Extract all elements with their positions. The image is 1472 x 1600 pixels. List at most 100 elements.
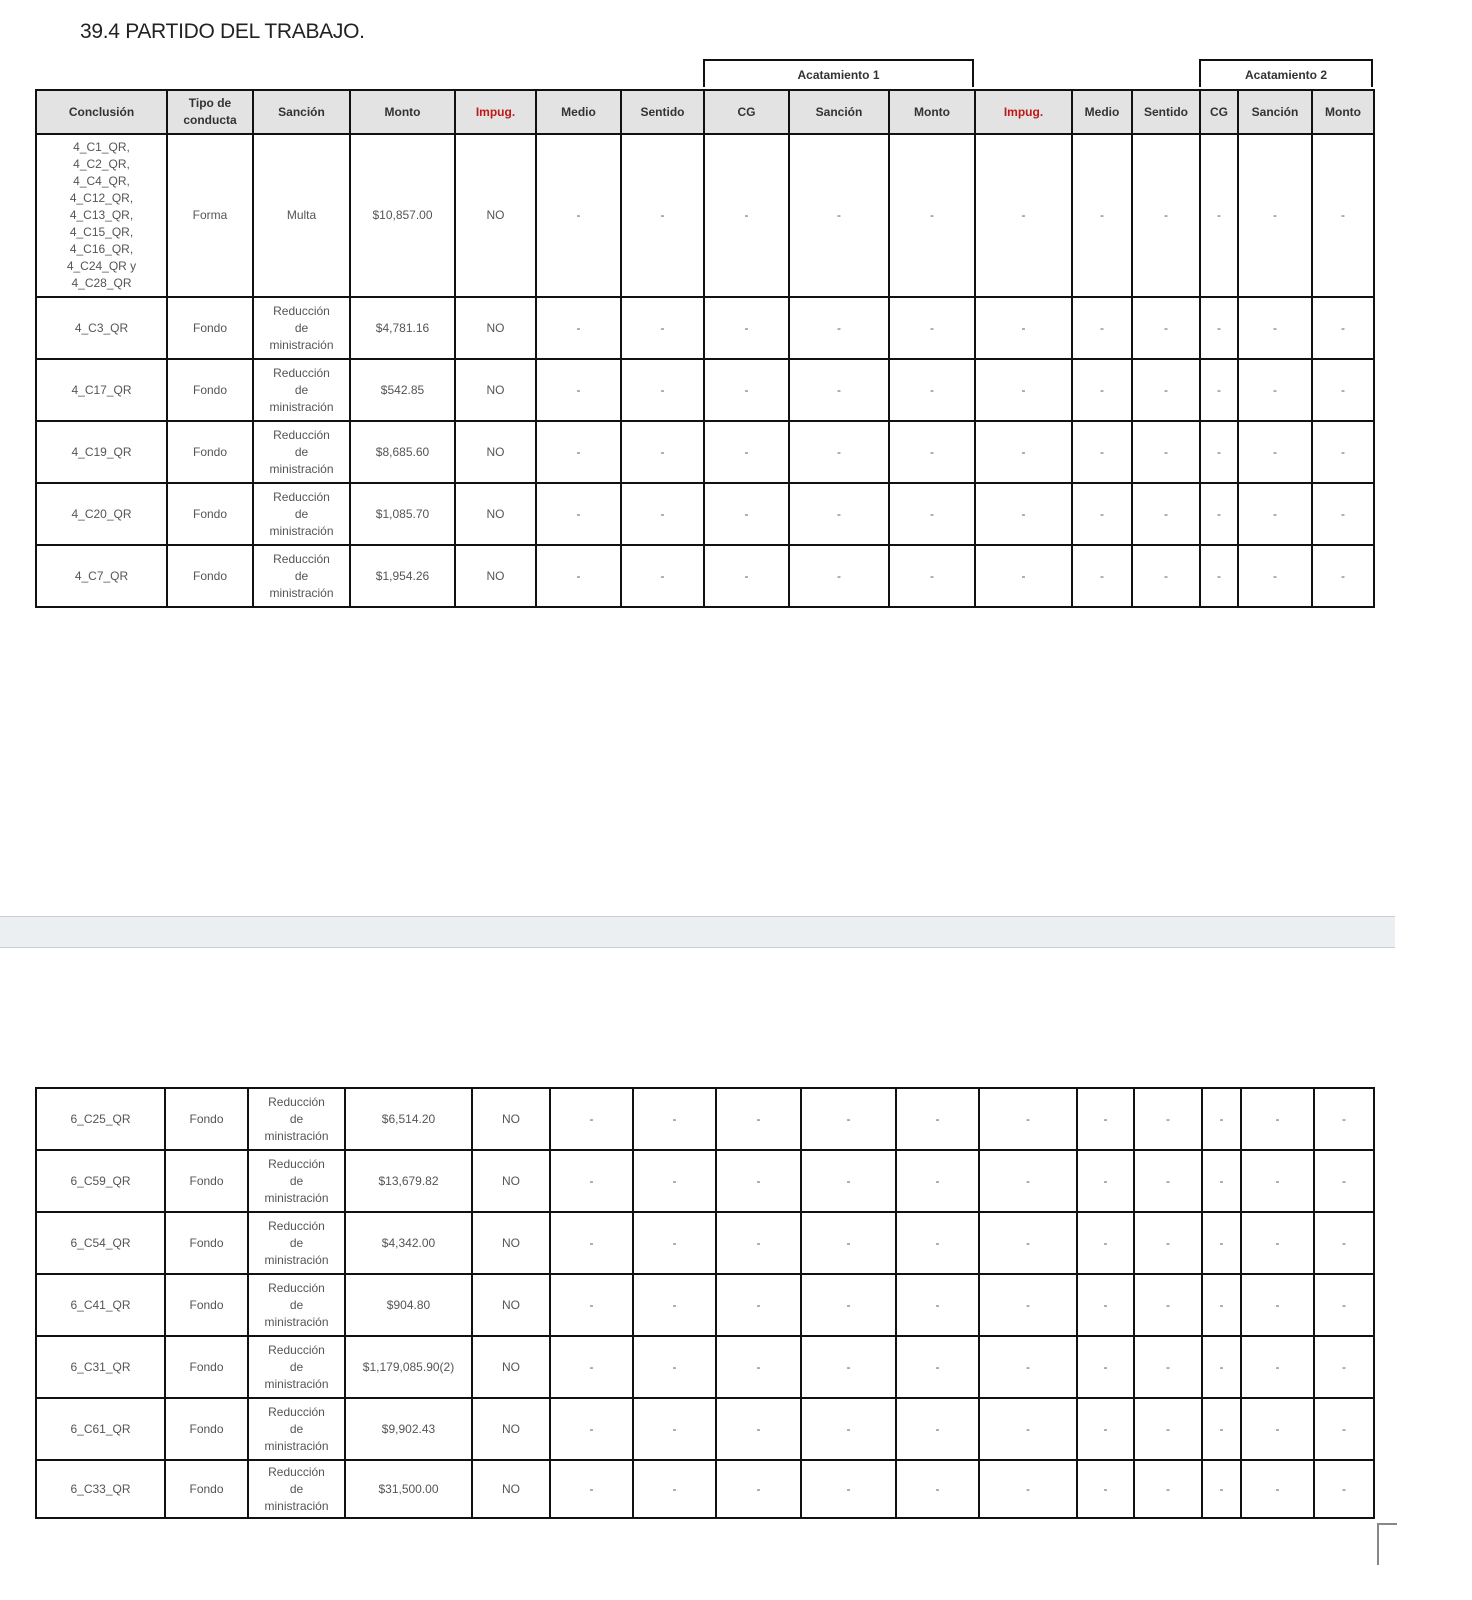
conclusion-cell: 4_C3_QR	[35, 296, 168, 360]
empty-cell: -	[715, 1397, 802, 1461]
empty-cell: -	[620, 544, 705, 608]
page-corner-mark	[1377, 1523, 1397, 1565]
empty-cell: -	[1133, 1335, 1203, 1399]
conduct-type-cell: Fondo	[164, 1087, 249, 1151]
empty-cell: -	[974, 544, 1073, 608]
conduct-type-cell: Fondo	[166, 482, 254, 546]
empty-cell: -	[974, 482, 1073, 546]
empty-cell: -	[715, 1459, 802, 1519]
column-header: CG	[1199, 89, 1239, 135]
empty-cell: -	[1071, 420, 1133, 484]
empty-cell: -	[1133, 1149, 1203, 1213]
empty-cell: -	[1237, 133, 1313, 298]
empty-cell: -	[632, 1273, 717, 1337]
table-header-row: Conclusión Tipo de conducta Sanción Monto Im…	[35, 89, 1375, 135]
empty-cell: -	[1201, 1397, 1242, 1461]
empty-cell: -	[1071, 544, 1133, 608]
empty-cell: -	[895, 1087, 980, 1151]
impugnation-cell: NO	[454, 544, 537, 608]
conclusion-cell: 6_C31_QR	[35, 1335, 166, 1399]
empty-cell: -	[1237, 420, 1313, 484]
empty-cell: -	[1201, 1335, 1242, 1399]
group-header-acatamiento-1: Acatamiento 1	[703, 59, 974, 87]
empty-cell: -	[895, 1149, 980, 1213]
empty-cell: -	[703, 358, 790, 422]
empty-cell: -	[1237, 544, 1313, 608]
impugnation-cell: NO	[454, 482, 537, 546]
conclusion-cell: 4_C1_QR, 4_C2_QR, 4_C4_QR, 4_C12_QR, 4_C…	[35, 133, 168, 298]
empty-cell: -	[620, 482, 705, 546]
empty-cell: -	[1311, 482, 1375, 546]
amount-cell: $6,514.20	[344, 1087, 473, 1151]
conduct-type-cell: Fondo	[164, 1459, 249, 1519]
impugnation-cell: NO	[454, 420, 537, 484]
empty-cell: -	[1201, 1087, 1242, 1151]
conduct-type-cell: Fondo	[164, 1335, 249, 1399]
conclusion-cell: 4_C19_QR	[35, 420, 168, 484]
conclusion-cell: 6_C61_QR	[35, 1397, 166, 1461]
conduct-type-cell: Fondo	[166, 544, 254, 608]
empty-cell: -	[1313, 1149, 1375, 1213]
impugnation-cell: NO	[471, 1397, 551, 1461]
empty-cell: -	[549, 1397, 634, 1461]
column-header: Sanción	[788, 89, 890, 135]
empty-cell: -	[1071, 133, 1133, 298]
empty-cell: -	[1199, 420, 1239, 484]
conduct-type-cell: Fondo	[166, 420, 254, 484]
amount-cell: $1,179,085.90(2)	[344, 1335, 473, 1399]
empty-cell: -	[1199, 296, 1239, 360]
conclusion-cell: 6_C54_QR	[35, 1211, 166, 1275]
empty-cell: -	[800, 1459, 897, 1519]
empty-cell: -	[549, 1459, 634, 1519]
impugnation-cell: NO	[471, 1459, 551, 1519]
empty-cell: -	[1076, 1211, 1135, 1275]
empty-cell: -	[788, 420, 890, 484]
empty-cell: -	[632, 1335, 717, 1399]
empty-cell: -	[715, 1149, 802, 1213]
table-row: 4_C17_QR Fondo Reducción de ministración $5…	[35, 358, 1375, 422]
table-row: 6_C41_QR Fondo Reducción de ministración $9…	[35, 1273, 1375, 1337]
empty-cell: -	[788, 358, 890, 422]
column-header: Sanción	[1237, 89, 1313, 135]
sanction-cell: Reducción de ministración	[252, 358, 351, 422]
table-row: 6_C25_QR Fondo Reducción de ministración $6…	[35, 1087, 1375, 1151]
sanction-cell: Reducción de ministración	[252, 420, 351, 484]
impugnation-cell: NO	[454, 133, 537, 298]
sanctions-table-page-1: Conclusión Tipo de conducta Sanción Monto Im…	[35, 89, 1375, 608]
empty-cell: -	[1199, 133, 1239, 298]
empty-cell: -	[1133, 1397, 1203, 1461]
empty-cell: -	[1237, 358, 1313, 422]
sanction-cell: Reducción de ministración	[247, 1087, 346, 1151]
empty-cell: -	[1133, 1273, 1203, 1337]
empty-cell: -	[800, 1149, 897, 1213]
empty-cell: -	[535, 482, 622, 546]
sanction-cell: Reducción de ministración	[247, 1211, 346, 1275]
conduct-type-cell: Fondo	[164, 1397, 249, 1461]
page-break-separator	[0, 916, 1395, 948]
empty-cell: -	[1240, 1335, 1315, 1399]
empty-cell: -	[1199, 358, 1239, 422]
empty-cell: -	[895, 1211, 980, 1275]
empty-cell: -	[1313, 1397, 1375, 1461]
empty-cell: -	[535, 420, 622, 484]
empty-cell: -	[1313, 1087, 1375, 1151]
empty-cell: -	[549, 1335, 634, 1399]
empty-cell: -	[1131, 482, 1201, 546]
impugnation-cell: NO	[471, 1211, 551, 1275]
table-row: 6_C54_QR Fondo Reducción de ministración $4…	[35, 1211, 1375, 1275]
column-header: CG	[703, 89, 790, 135]
empty-cell: -	[978, 1459, 1078, 1519]
table-row: 6_C61_QR Fondo Reducción de ministración $9…	[35, 1397, 1375, 1461]
empty-cell: -	[1133, 1087, 1203, 1151]
impugnation-cell: NO	[471, 1335, 551, 1399]
empty-cell: -	[715, 1087, 802, 1151]
column-header: Monto	[888, 89, 976, 135]
empty-cell: -	[535, 358, 622, 422]
table-row: 4_C19_QR Fondo Reducción de ministración $8…	[35, 420, 1375, 484]
amount-cell: $1,085.70	[349, 482, 456, 546]
table-row: 4_C7_QR Fondo Reducción de ministración $1,…	[35, 544, 1375, 608]
sanction-cell: Reducción de ministración	[252, 544, 351, 608]
empty-cell: -	[1240, 1087, 1315, 1151]
empty-cell: -	[1240, 1459, 1315, 1519]
empty-cell: -	[535, 544, 622, 608]
